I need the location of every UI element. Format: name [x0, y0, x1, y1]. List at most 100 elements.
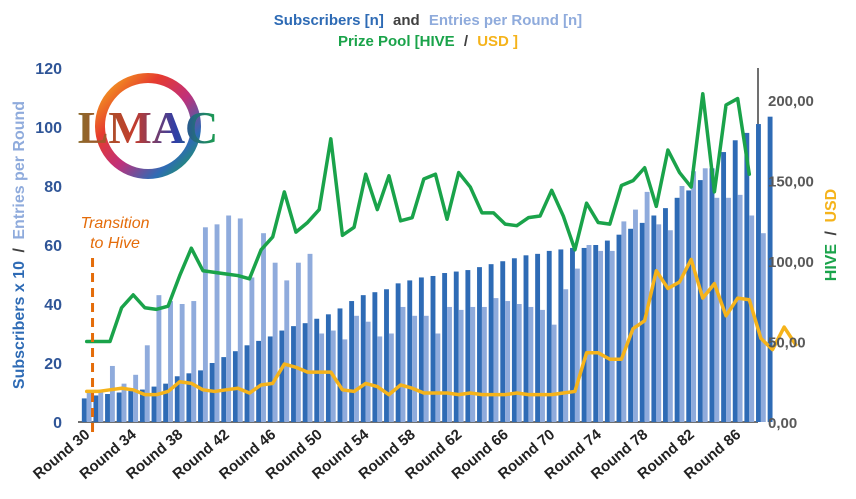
entries-bar [609, 250, 615, 422]
entries-bar [144, 345, 150, 422]
subscriber-bar [581, 247, 587, 422]
subscriber-bar [81, 398, 87, 422]
entries-bar [667, 230, 673, 422]
entries-bar [226, 215, 232, 422]
entries-bar [295, 262, 301, 422]
y-left-tick-label: 0 [53, 415, 62, 432]
entries-bar [435, 333, 441, 422]
entries-bar [656, 224, 662, 422]
subscriber-bar [674, 197, 680, 422]
y-axis-left-label: Subscribers x 10 / Entries per Round [11, 101, 28, 389]
entries-bar [447, 306, 452, 422]
entries-bar [191, 301, 197, 422]
subscriber-bar [488, 264, 494, 422]
title-prize-pool: Prize Pool [HIVE [338, 33, 455, 50]
subscriber-bar [767, 116, 773, 423]
chart-title-line1: Subscribers [n] and Entries per Round [n… [274, 12, 582, 29]
y-left-label-part2: Entries per Round [11, 101, 28, 240]
entries-bar [168, 301, 173, 422]
subscriber-bar [756, 124, 761, 423]
subscriber-bar [511, 258, 517, 422]
y-left-ticks: 0 20 40 60 80 100 120 [35, 61, 62, 432]
entries-bar [458, 309, 464, 422]
entries-bar [261, 233, 266, 422]
subscriber-bar [198, 370, 203, 423]
subscriber-bar [721, 152, 727, 422]
entries-bar [388, 333, 394, 422]
y-left-tick-label: 40 [44, 297, 62, 314]
title-and: and [393, 12, 420, 29]
subscriber-bar [337, 308, 343, 422]
subscriber-bar [151, 386, 157, 422]
entries-bar [214, 224, 220, 422]
entries-bar [156, 295, 162, 422]
title-slash: / [464, 33, 469, 50]
y-right-label-hive: HIVE [823, 244, 840, 282]
subscriber-bar [244, 345, 250, 422]
entries-bar [633, 209, 638, 422]
transition-label-line2: to Hive [90, 235, 140, 252]
entries-bar [737, 194, 743, 422]
subscriber-bar [697, 180, 703, 422]
entries-bar [272, 262, 278, 422]
y-right-label-slash: / [823, 230, 840, 235]
entries-bar [470, 306, 476, 422]
y-right-label-usd: USD [823, 189, 840, 223]
subscriber-bar [558, 249, 564, 422]
y-right-tick-label: 0,00 [768, 415, 797, 432]
chart-title-line2: Prize Pool [HIVE / USD ] [338, 33, 518, 50]
subscriber-bar [163, 383, 169, 422]
subscriber-bar [279, 330, 285, 422]
subscriber-bar [325, 314, 331, 422]
subscriber-bar [256, 340, 262, 423]
entries-bar [481, 306, 487, 422]
subscriber-bar [709, 168, 715, 422]
subscriber-bar [546, 250, 552, 422]
subscriber-bar [686, 190, 692, 422]
subscriber-bar [604, 240, 610, 422]
entries-bar [574, 268, 580, 422]
entries-bar [179, 304, 185, 422]
y-right-ticks: 0,00 50,00 100,00 150,00 200,00 [768, 93, 814, 432]
subscriber-bar [442, 273, 448, 422]
subscriber-bar [407, 280, 413, 422]
entries-bar [586, 245, 592, 422]
subscriber-bars [81, 116, 773, 423]
entries-bar [249, 277, 255, 422]
subscriber-bar [128, 391, 134, 422]
subscriber-bar [349, 301, 355, 422]
subscriber-bar [395, 283, 401, 422]
entries-bar [760, 233, 766, 422]
entries-bar [598, 250, 604, 422]
entries-bar [319, 333, 325, 422]
entries-bar [86, 392, 92, 422]
transition-label-line1: Transition [80, 215, 149, 232]
subscriber-bar [116, 392, 122, 422]
lmac-logo: LMAC [78, 73, 218, 179]
subscriber-bar [430, 275, 436, 422]
subscriber-bar [291, 326, 296, 423]
entries-bar [412, 315, 418, 422]
y-left-label-part1: Subscribers x 10 [11, 261, 28, 389]
y-left-label-slash: / [11, 248, 28, 253]
subscriber-bar [418, 277, 424, 422]
logo-ring [95, 73, 201, 179]
subscriber-bar [360, 295, 366, 422]
entries-bar [121, 383, 127, 422]
subscriber-bar [477, 267, 482, 423]
subscriber-bar [732, 140, 738, 422]
subscriber-bar [651, 215, 657, 422]
title-entries: Entries per Round [n] [429, 12, 582, 29]
y-left-tick-label: 60 [44, 238, 62, 255]
entries-bar [505, 301, 511, 422]
subscriber-bar [523, 255, 529, 422]
entries-bars [86, 168, 766, 422]
y-axis-right-label: HIVE / USD [823, 189, 840, 281]
entries-bar [109, 365, 115, 422]
subscriber-bar [453, 271, 459, 422]
entries-bar [354, 315, 359, 422]
subscriber-bar [384, 289, 389, 422]
entries-bar [423, 315, 429, 422]
